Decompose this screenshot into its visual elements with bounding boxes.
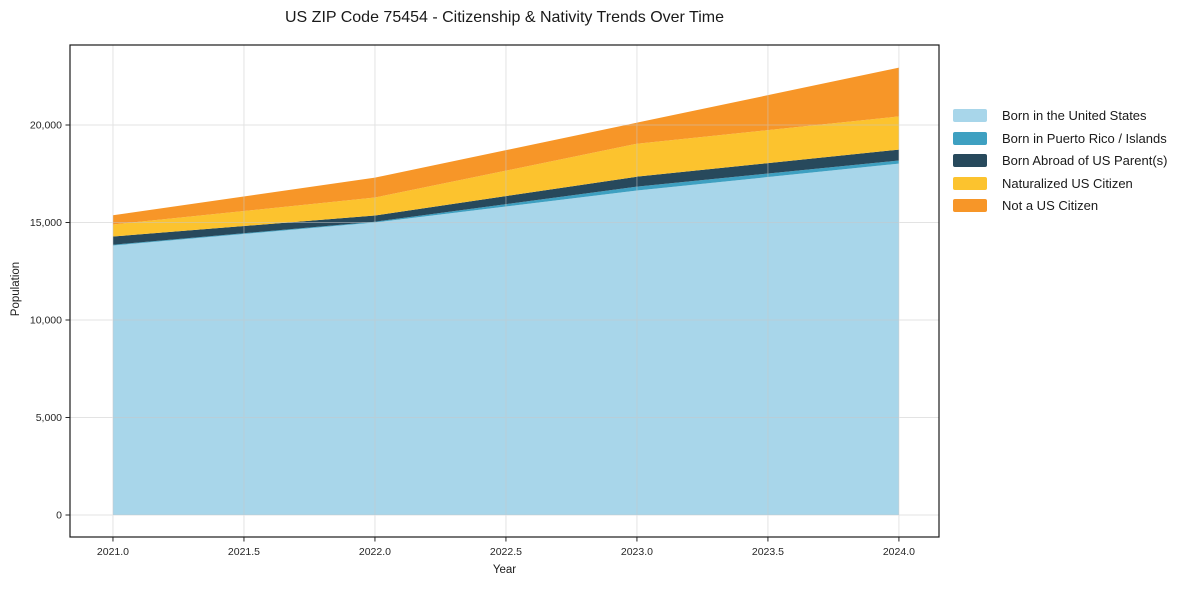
legend-label: Naturalized US Citizen — [1002, 175, 1133, 191]
x-tick-label: 2023.0 — [621, 546, 653, 558]
y-tick-label: 20,000 — [30, 120, 62, 132]
x-tick-label: 2024.0 — [883, 546, 915, 558]
x-axis-label: Year — [492, 564, 517, 576]
legend-swatch-icon — [953, 109, 987, 122]
legend-item-born-in-the-united-states: Born in the United States — [953, 108, 1167, 123]
legend-label: Born in the United States — [1002, 108, 1147, 123]
y-tick-label: 10,000 — [30, 315, 62, 327]
y-tick-label: 5,000 — [36, 412, 62, 424]
gridlines — [70, 45, 939, 537]
x-tick-label: 2021.0 — [97, 546, 129, 558]
y-tick-label: 15,000 — [30, 217, 62, 229]
tick-labels: 2021.0 2021.5 2022.0 2022.5 2023.0 2023.5 2024… — [30, 120, 915, 558]
plot-border — [69, 44, 940, 538]
area-born-in-puerto-rico-islands — [112, 160, 899, 246]
legend-label: Born Abroad of US Parent(s) — [1002, 153, 1168, 168]
x-tick-label: 2023.5 — [752, 546, 784, 558]
legend-item-born-abroad-of-us-parent-s: Born Abroad of US Parent(s) — [953, 153, 1167, 168]
legend-swatch-icon — [953, 199, 987, 212]
x-tick-label: 2022.5 — [490, 546, 522, 558]
legend-item-born-in-puerto-rico-islands: Born in Puerto Rico / Islands — [953, 131, 1167, 146]
x-tick-label: 2021.5 — [228, 546, 260, 558]
x-tick-label: 2022.0 — [359, 546, 391, 558]
legend-swatch-icon — [953, 176, 987, 190]
legend-swatch-icon — [953, 154, 987, 167]
legend-label: Born in Puerto Rico / Islands — [1002, 130, 1167, 146]
y-tick-label: 0 — [56, 510, 62, 522]
legend-swatch-icon — [953, 131, 987, 145]
chart-title: US ZIP Code 75454 - Citizenship & Nativi… — [285, 9, 724, 26]
legend: Born in the United States Born in Puerto … — [953, 108, 1167, 213]
area-not-a-us-citizen — [112, 67, 899, 225]
tick-marks — [65, 124, 900, 542]
legend-item-naturalized-us-citizen: Naturalized US Citizen — [953, 176, 1167, 191]
legend-label: Not a US Citizen — [1002, 198, 1099, 213]
legend-item-not-a-us-citizen: Not a US Citizen — [953, 198, 1167, 213]
y-axis-label: Population — [10, 261, 22, 317]
